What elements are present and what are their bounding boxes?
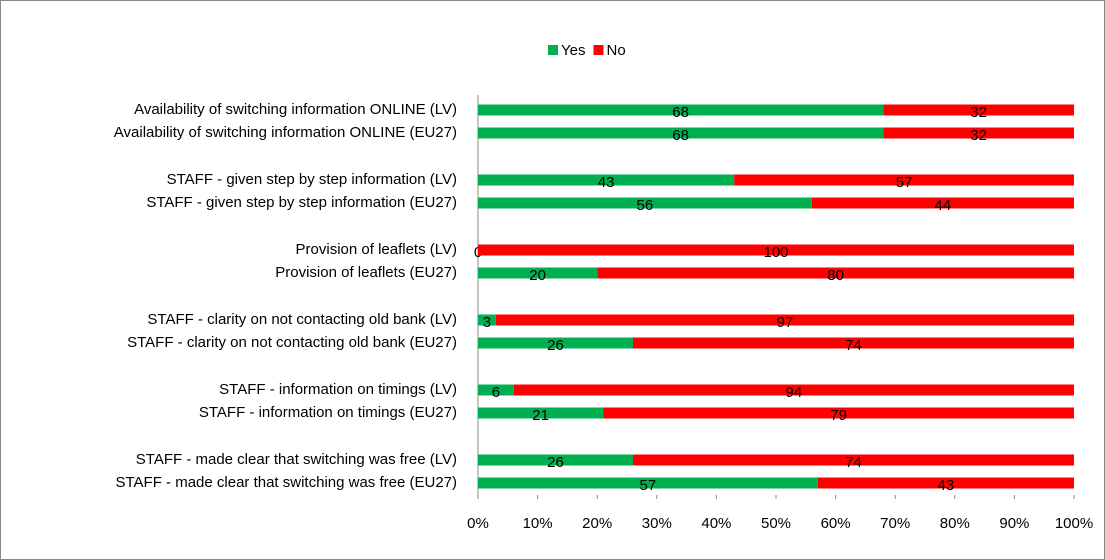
x-tick-label: 90% xyxy=(999,515,1029,532)
value-label: 100 xyxy=(763,244,788,261)
value-label: 74 xyxy=(845,454,862,471)
value-label: 20 xyxy=(529,267,546,284)
category-label: STAFF - given step by step information (… xyxy=(167,171,457,188)
value-label: 44 xyxy=(935,197,952,214)
value-label: 56 xyxy=(637,197,654,214)
value-label: 68 xyxy=(672,127,689,144)
value-label: 57 xyxy=(640,477,657,494)
bar-segment xyxy=(478,337,633,349)
x-tick-label: 60% xyxy=(821,515,851,532)
x-tick-label: 40% xyxy=(701,515,731,532)
value-label: 32 xyxy=(970,127,987,144)
bar-segment xyxy=(597,267,1074,279)
x-tick-label: 100% xyxy=(1055,515,1093,532)
bar-segment xyxy=(478,314,496,326)
bar-segment xyxy=(478,267,598,279)
x-tick-label: 70% xyxy=(880,515,910,532)
value-label: 21 xyxy=(532,407,549,424)
value-label: 57 xyxy=(896,174,913,191)
category-label: STAFF - made clear that switching was fr… xyxy=(116,474,458,491)
value-label: 43 xyxy=(938,477,955,494)
category-label: STAFF - clarity on not contacting old ba… xyxy=(127,334,457,351)
legend-label: No xyxy=(606,42,625,59)
bar-segment xyxy=(513,384,1074,396)
bar-segment xyxy=(478,127,884,139)
category-label: Provision of leaflets (LV) xyxy=(296,241,457,258)
x-tick-label: 80% xyxy=(940,515,970,532)
x-tick-label: 10% xyxy=(523,515,553,532)
x-tick-label: 0% xyxy=(467,515,489,532)
x-tick-label: 50% xyxy=(761,515,791,532)
x-tick-label: 20% xyxy=(582,515,612,532)
value-label: 26 xyxy=(547,454,564,471)
value-label: 80 xyxy=(827,267,844,284)
x-tick-label: 30% xyxy=(642,515,672,532)
category-label: Availability of switching information ON… xyxy=(114,124,457,141)
legend-swatch xyxy=(548,45,558,55)
bar-segment xyxy=(632,454,1074,466)
value-label: 3 xyxy=(483,314,491,331)
legend-label: Yes xyxy=(561,42,585,59)
bar-segment xyxy=(883,104,1074,116)
bar-segment xyxy=(478,174,735,186)
category-label: STAFF - given step by step information (… xyxy=(146,194,457,211)
bar-segment xyxy=(883,127,1074,139)
value-label: 68 xyxy=(672,104,689,121)
bar-segment xyxy=(817,477,1074,489)
category-label: STAFF - clarity on not contacting old ba… xyxy=(147,311,457,328)
category-label: Provision of leaflets (EU27) xyxy=(275,264,457,281)
value-label: 79 xyxy=(830,407,847,424)
bar-segment xyxy=(495,314,1074,326)
value-label: 74 xyxy=(845,337,862,354)
bar-segment xyxy=(734,174,1074,186)
bar-segment xyxy=(478,454,633,466)
bar-segment xyxy=(478,244,1074,256)
bar-segment xyxy=(478,384,514,396)
value-label: 26 xyxy=(547,337,564,354)
value-label: 6 xyxy=(492,384,500,401)
bar-segment xyxy=(478,104,884,116)
bar-segment xyxy=(603,407,1074,419)
category-label: STAFF - made clear that switching was fr… xyxy=(136,451,457,468)
value-label: 94 xyxy=(786,384,803,401)
legend-swatch xyxy=(593,45,604,55)
category-label: STAFF - information on timings (EU27) xyxy=(199,404,457,421)
bar-segment xyxy=(478,197,812,209)
value-label: 43 xyxy=(598,174,615,191)
category-label: STAFF - information on timings (LV) xyxy=(219,381,457,398)
value-label: 97 xyxy=(777,314,794,331)
bar-segment xyxy=(632,337,1074,349)
value-label: 32 xyxy=(970,104,987,121)
category-label: Availability of switching information ON… xyxy=(134,101,457,118)
bar-segment xyxy=(478,407,604,419)
bar-segment xyxy=(811,197,1074,209)
bar-segment xyxy=(478,477,818,489)
